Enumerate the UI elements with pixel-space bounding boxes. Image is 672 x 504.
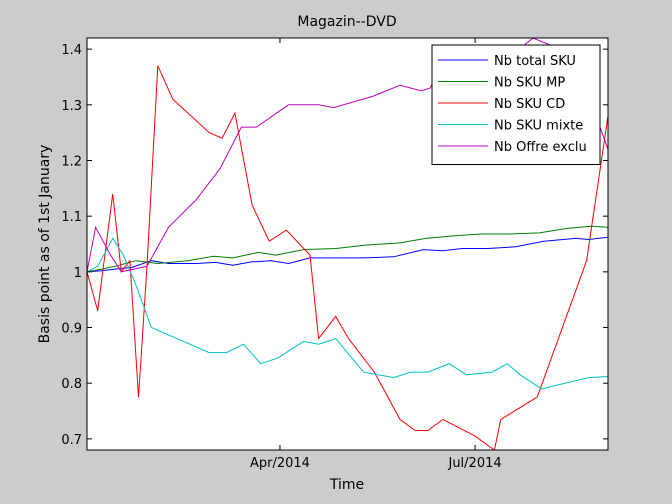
legend-label: Nb SKU mixte xyxy=(494,119,583,134)
x-tick-label: Jul/2014 xyxy=(447,456,501,471)
chart-title: Magazin--DVD xyxy=(297,14,396,30)
y-axis-ticks: 0.7 0.8 0.9 1 1.1 1.2 1.3 1.4 xyxy=(61,43,608,448)
legend-label: Nb total SKU xyxy=(494,54,576,69)
x-axis-label: Time xyxy=(329,477,364,493)
y-tick-label: 1 xyxy=(74,266,82,281)
legend-label: Nb SKU MP xyxy=(494,76,565,91)
legend: Nb total SKU Nb SKU MP Nb SKU CD Nb SKU mix… xyxy=(431,44,601,165)
y-tick-label: 1.1 xyxy=(61,210,82,225)
y-tick-label: 0.7 xyxy=(61,433,82,448)
x-axis-ticks: Apr/2014 Jul/2014 xyxy=(250,38,502,471)
x-tick-label: Apr/2014 xyxy=(250,456,310,471)
y-tick-label: 0.9 xyxy=(61,322,82,337)
y-axis-label: Basis point as of 1st January xyxy=(37,145,53,344)
legend-box xyxy=(431,44,601,165)
y-tick-label: 1.2 xyxy=(61,154,82,169)
y-tick-label: 0.8 xyxy=(61,377,82,392)
series-line-nb-sku-cd xyxy=(87,65,608,450)
legend-label: Nb Offre exclu xyxy=(494,140,587,155)
legend-label: Nb SKU CD xyxy=(494,97,565,112)
series-line-nb-sku-mixte xyxy=(87,237,608,390)
y-tick-label: 1.3 xyxy=(61,99,82,114)
y-tick-label: 1.4 xyxy=(61,43,82,58)
plot-frame xyxy=(86,37,609,451)
